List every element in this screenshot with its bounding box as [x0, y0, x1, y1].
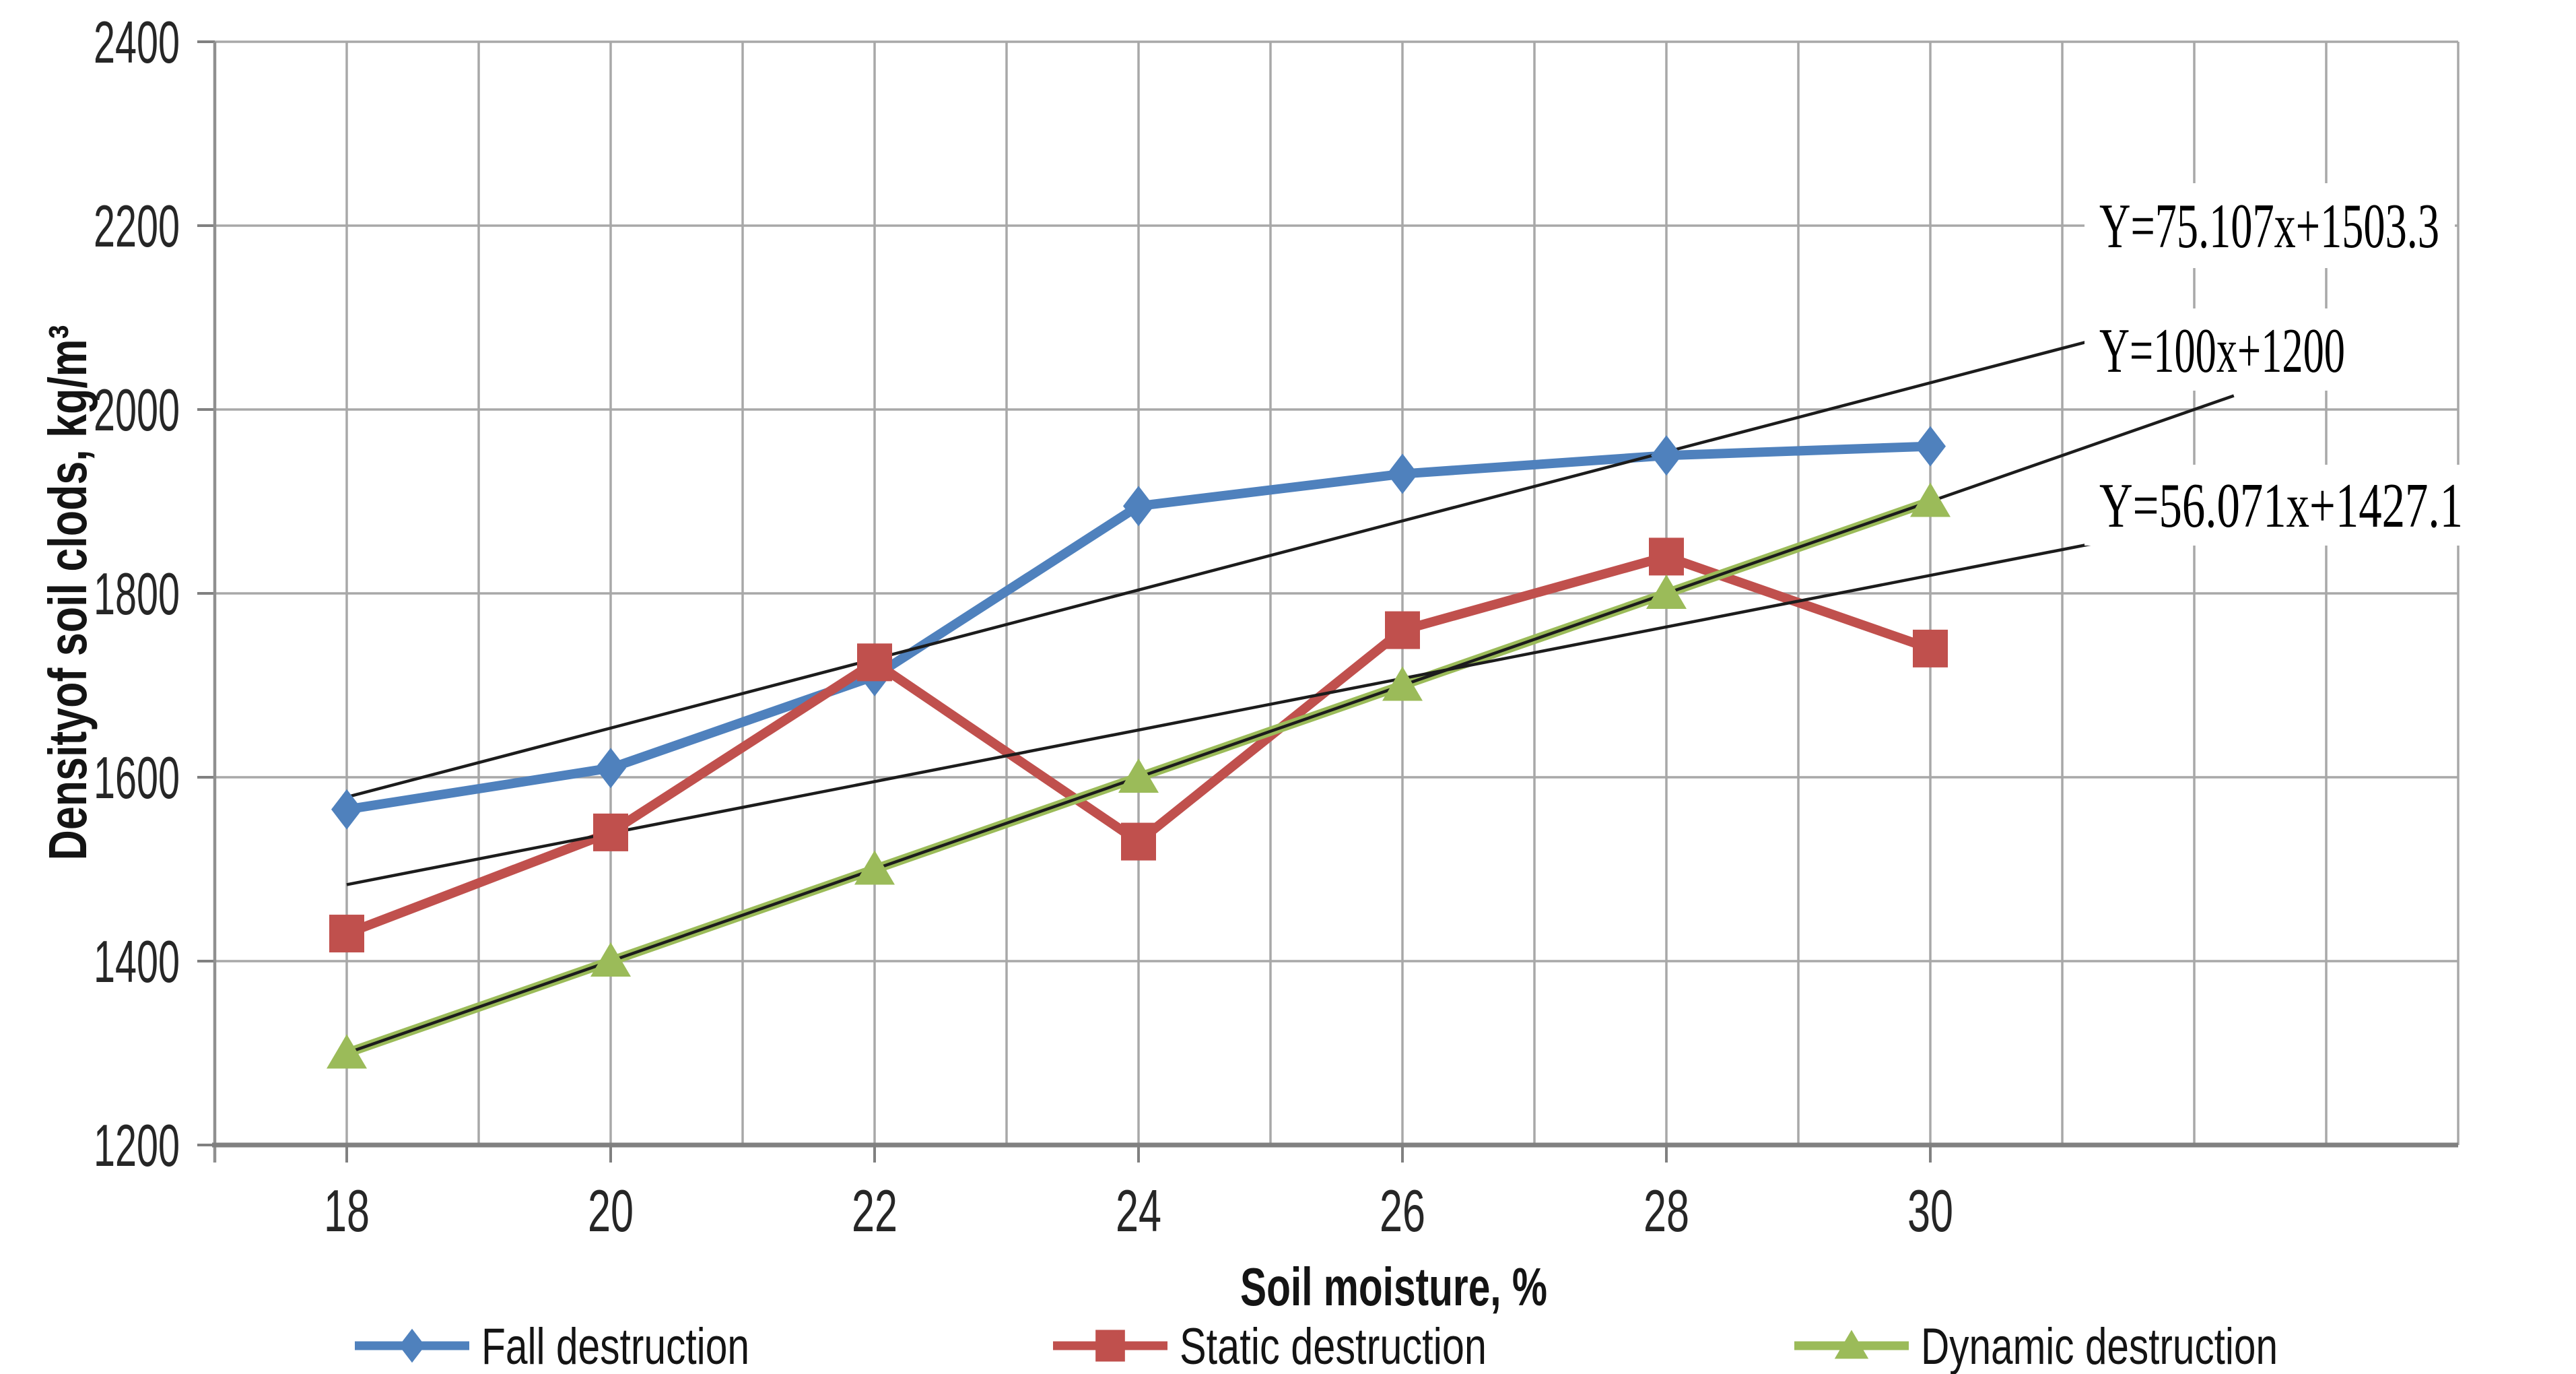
- x-tick-label: 28: [1643, 1177, 1689, 1244]
- equation-annotation-2: Y=56.071x+1427.1: [2084, 465, 2479, 546]
- legend-item-label: Fall destruction: [481, 1318, 749, 1374]
- marker-triangle: [1646, 575, 1687, 609]
- marker-triangle: [1382, 666, 1423, 701]
- legend-item-label: Static destruction: [1180, 1318, 1487, 1374]
- marker-square: [857, 643, 892, 682]
- legend-item-static-destruction: Static destruction: [1053, 1318, 1487, 1374]
- marker-square: [1121, 822, 1156, 861]
- equation-label: Y=75.107x+1503.3: [2099, 191, 2439, 261]
- y-tick-label: 1800: [94, 560, 180, 627]
- series-markers-static-destruction: [329, 537, 1948, 953]
- y-tick-label: 1200: [94, 1112, 180, 1179]
- trendline-2: [346, 540, 2103, 886]
- marker-triangle: [327, 1034, 367, 1069]
- x-tick-label: 20: [588, 1177, 634, 1244]
- marker-triangle: [1118, 758, 1159, 793]
- y-tick-label: 1400: [94, 928, 180, 995]
- y-tick-label: 2000: [94, 377, 180, 443]
- equation-label-background: [2084, 465, 2479, 546]
- trendline-0: [346, 336, 2103, 799]
- marker-square: [1095, 1330, 1125, 1362]
- legend-item-fall-destruction: Fall destruction: [355, 1318, 749, 1374]
- marker-diamond: [1123, 486, 1154, 527]
- marker-diamond: [331, 789, 362, 830]
- series-markers-dynamic-destruction: [327, 482, 1951, 1069]
- marker-triangle: [854, 850, 895, 885]
- x-tick-label: 26: [1380, 1177, 1425, 1244]
- marker-diamond: [1915, 426, 1946, 467]
- marker-square: [1385, 611, 1420, 649]
- y-tick-label: 1600: [94, 744, 180, 811]
- y-tick-label: 2400: [94, 9, 180, 75]
- marker-diamond: [1387, 453, 1418, 494]
- marker-diamond: [595, 748, 626, 789]
- x-tick-label: 18: [324, 1177, 370, 1244]
- marker-triangle: [590, 942, 631, 977]
- y-axis-title: Densityof soil clods, kg/m³: [38, 325, 98, 861]
- axis-ticks: [197, 40, 1932, 1163]
- equation-label-background: [2084, 308, 2361, 391]
- equation-label-background: [2084, 183, 2455, 268]
- equation-label: Y=56.071x+1427.1: [2099, 471, 2463, 541]
- x-tick-label: 24: [1116, 1177, 1161, 1244]
- y-tick-label: 2200: [94, 193, 180, 259]
- legend-item-label: Dynamic destruction: [1921, 1318, 2278, 1374]
- legend: Fall destruction Static destruction Dynami…: [355, 1318, 2278, 1374]
- x-axis-title: Soil moisture, %: [1240, 1257, 1547, 1317]
- marker-triangle: [1910, 482, 1951, 517]
- marker-diamond: [1651, 435, 1682, 476]
- x-tick-label: 30: [1907, 1177, 1953, 1244]
- equation-annotation-0: Y=75.107x+1503.3: [2084, 183, 2455, 268]
- marker-diamond: [399, 1328, 426, 1363]
- equation-label: Y=100x+1200: [2099, 316, 2345, 386]
- y-axis-labels: 2400 2200 2000 1800 1600 1400 1200: [94, 9, 180, 1179]
- marker-triangle: [1834, 1330, 1869, 1359]
- legend-item-dynamic-destruction: Dynamic destruction: [1794, 1318, 2278, 1374]
- x-tick-label: 22: [852, 1177, 897, 1244]
- marker-square: [329, 915, 364, 953]
- marker-square: [593, 813, 628, 851]
- x-axis-labels: 18 20 22 24 26 28 30: [324, 1177, 1953, 1244]
- marker-square: [1649, 537, 1684, 576]
- equation-annotation-1: Y=100x+1200: [2084, 308, 2361, 391]
- marker-square: [1913, 629, 1948, 667]
